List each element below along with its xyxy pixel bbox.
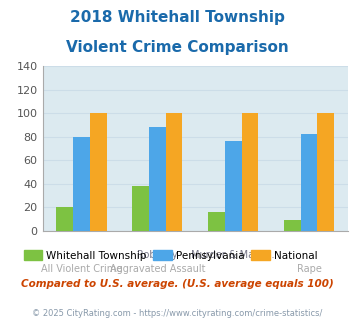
Bar bbox=[317, 113, 334, 231]
Bar bbox=[166, 113, 182, 231]
Bar bbox=[241, 113, 258, 231]
Bar bbox=[301, 134, 317, 231]
Text: All Violent Crime: All Violent Crime bbox=[41, 264, 122, 274]
Bar bbox=[90, 113, 106, 231]
Text: Robbery: Robbery bbox=[137, 250, 178, 260]
Bar bbox=[284, 220, 301, 231]
Legend: Whitehall Township, Pennsylvania, National: Whitehall Township, Pennsylvania, Nation… bbox=[20, 246, 322, 265]
Bar bbox=[225, 142, 241, 231]
Text: Aggravated Assault: Aggravated Assault bbox=[110, 264, 205, 274]
Text: © 2025 CityRating.com - https://www.cityrating.com/crime-statistics/: © 2025 CityRating.com - https://www.city… bbox=[32, 309, 323, 317]
Bar bbox=[208, 212, 225, 231]
Bar bbox=[56, 208, 73, 231]
Text: Murder & Mans...: Murder & Mans... bbox=[191, 250, 275, 260]
Text: Violent Crime Comparison: Violent Crime Comparison bbox=[66, 40, 289, 54]
Bar bbox=[73, 137, 90, 231]
Text: Rape: Rape bbox=[296, 264, 321, 274]
Bar bbox=[132, 186, 149, 231]
Text: Compared to U.S. average. (U.S. average equals 100): Compared to U.S. average. (U.S. average … bbox=[21, 279, 334, 289]
Bar bbox=[149, 127, 166, 231]
Text: 2018 Whitehall Township: 2018 Whitehall Township bbox=[70, 10, 285, 25]
